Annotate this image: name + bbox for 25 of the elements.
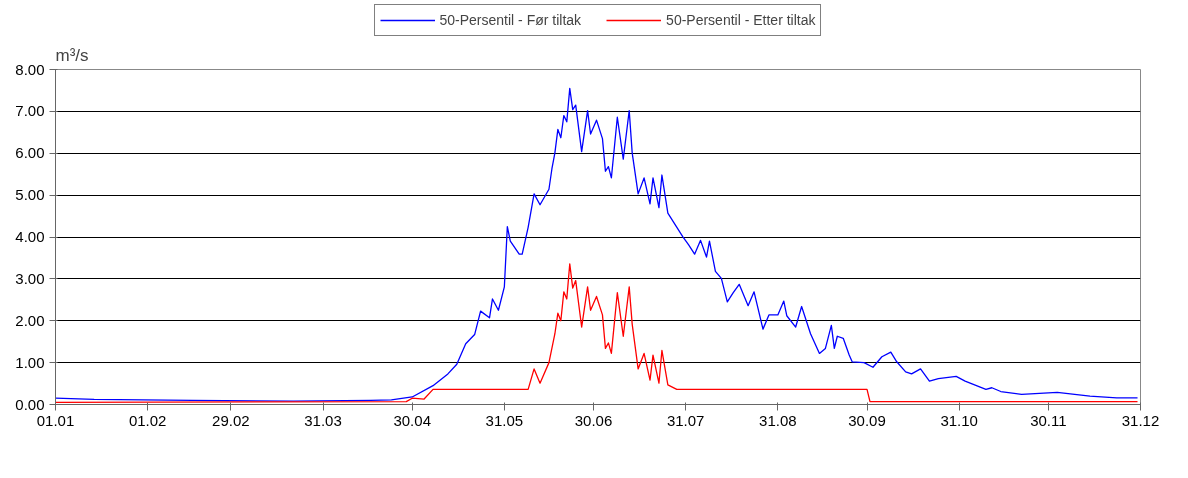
y-tick-label: 3.00 — [15, 269, 45, 287]
x-tick-label: 30.04 — [393, 411, 431, 429]
y-axis-title: m³/s — [55, 45, 89, 65]
x-tick-label: 31.05 — [485, 411, 524, 429]
y-tick-label: 7.00 — [15, 102, 45, 120]
y-tick-label: 0.00 — [15, 395, 45, 413]
legend-label: 50-Persentil - Etter tiltak — [666, 12, 816, 28]
x-tick-label: 30.09 — [848, 411, 886, 429]
legend-label: 50-Persentil - Før tiltak — [439, 12, 582, 28]
x-tick-label: 30.11 — [1030, 411, 1067, 429]
y-tick-label: 1.00 — [15, 353, 45, 371]
y-tick-label: 5.00 — [15, 186, 45, 204]
x-tick-label: 01.02 — [128, 411, 167, 429]
x-tick-label: 01.01 — [36, 411, 75, 429]
x-tick-label: 31.10 — [940, 411, 978, 429]
x-tick-label: 31.08 — [759, 411, 797, 429]
x-tick-label: 30.06 — [574, 411, 613, 429]
y-tick-label: 4.00 — [15, 228, 45, 245]
y-tick-label: 8.00 — [15, 60, 45, 78]
y-tick-label: 6.00 — [15, 144, 45, 162]
x-tick-label: 29.02 — [212, 411, 250, 429]
x-tick-label: 31.12 — [1121, 411, 1160, 429]
x-tick-label: 31.03 — [304, 411, 342, 429]
y-tick-label: 2.00 — [15, 311, 45, 329]
x-tick-label: 31.07 — [666, 411, 705, 429]
